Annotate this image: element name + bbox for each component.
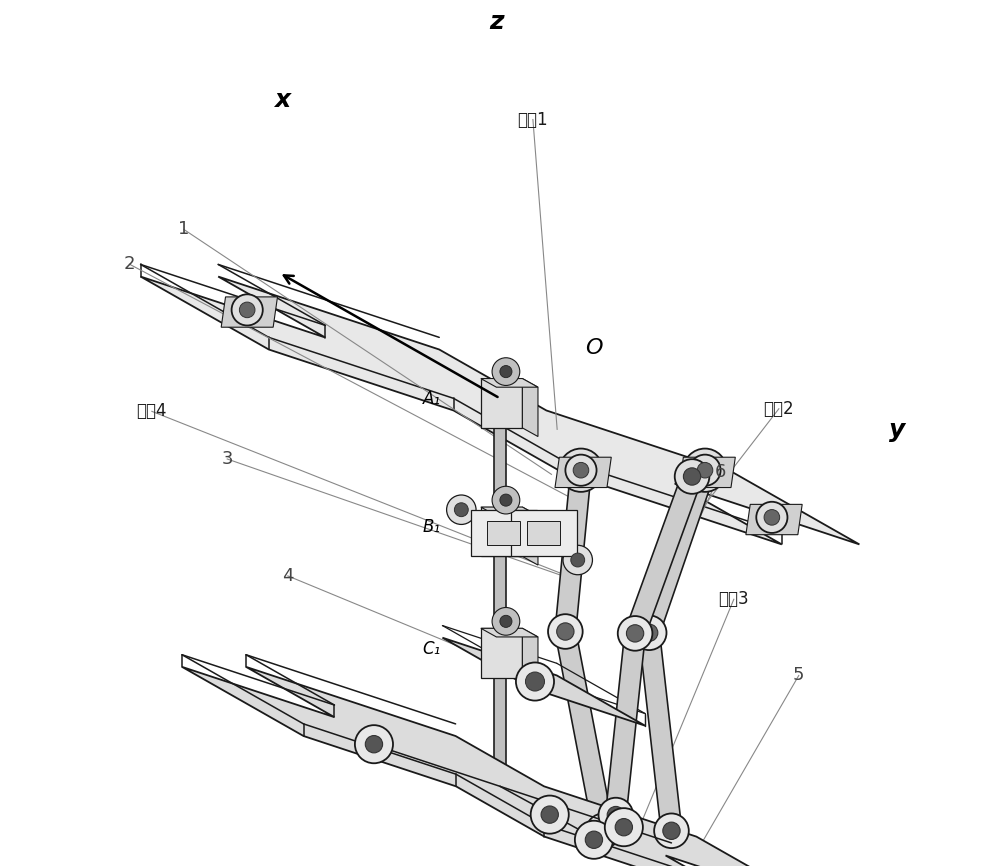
Text: 5: 5 [793,667,805,684]
Circle shape [492,487,520,514]
Circle shape [531,796,569,834]
Circle shape [697,462,713,478]
Bar [481,629,522,677]
Circle shape [654,813,689,848]
Circle shape [559,449,603,492]
Circle shape [355,725,393,763]
Circle shape [626,624,644,642]
Text: B₁: B₁ [423,519,441,536]
Circle shape [607,806,624,824]
Text: O: O [585,338,602,359]
Circle shape [565,455,597,486]
Polygon shape [555,469,591,632]
Polygon shape [606,632,645,816]
Text: 支链2: 支链2 [764,400,794,417]
Text: C₁: C₁ [423,640,441,657]
Polygon shape [141,276,859,545]
Text: 4: 4 [282,567,294,585]
Polygon shape [555,457,611,488]
Circle shape [525,672,545,691]
Circle shape [586,813,621,848]
Circle shape [500,615,512,627]
Circle shape [575,821,613,859]
Circle shape [599,798,633,832]
Polygon shape [625,473,702,637]
Bar [511,509,577,556]
Circle shape [683,449,727,492]
Circle shape [492,358,520,385]
Circle shape [571,553,585,567]
Polygon shape [442,637,645,726]
Text: 6: 6 [715,463,727,481]
Bar [481,378,522,428]
Text: 3: 3 [221,450,233,468]
Polygon shape [555,630,614,833]
Circle shape [454,503,468,517]
Text: 支链4: 支链4 [137,403,167,420]
Circle shape [605,808,643,846]
Circle shape [541,806,558,824]
Polygon shape [522,378,538,436]
Polygon shape [639,467,715,637]
Polygon shape [182,667,818,866]
Circle shape [695,460,715,481]
Text: 支链1: 支链1 [518,111,548,128]
Circle shape [232,294,263,326]
Circle shape [641,624,658,642]
Polygon shape [679,457,735,488]
Circle shape [683,468,701,485]
Circle shape [573,462,589,478]
Polygon shape [746,504,802,534]
Circle shape [500,365,512,378]
Text: x: x [274,87,290,112]
Circle shape [447,495,476,525]
Circle shape [595,822,612,839]
Text: 支链3: 支链3 [719,591,749,608]
Bar [527,521,560,545]
Circle shape [615,818,632,836]
Polygon shape [494,410,506,774]
Circle shape [516,662,554,701]
Circle shape [585,831,603,849]
Circle shape [689,455,721,486]
Text: 2: 2 [124,255,135,273]
Circle shape [492,608,520,636]
Polygon shape [522,507,538,565]
Circle shape [632,616,666,650]
Circle shape [548,614,583,649]
Text: 1: 1 [178,221,190,238]
Circle shape [663,822,680,839]
Circle shape [239,302,255,318]
Text: A₁: A₁ [423,390,441,408]
Circle shape [675,459,709,494]
Bar [471,509,537,556]
Circle shape [764,509,780,525]
Circle shape [365,735,383,753]
Bar [481,507,522,556]
Polygon shape [639,631,682,832]
Polygon shape [522,629,538,686]
Circle shape [618,616,652,650]
Circle shape [500,494,512,506]
Text: z: z [489,10,504,34]
Circle shape [756,501,787,533]
Bar [487,521,520,545]
Polygon shape [481,507,538,516]
Circle shape [563,546,592,575]
Polygon shape [481,629,538,637]
Circle shape [557,623,574,640]
Polygon shape [481,378,538,387]
Polygon shape [221,297,277,327]
Text: y: y [889,417,905,442]
Circle shape [571,460,591,481]
